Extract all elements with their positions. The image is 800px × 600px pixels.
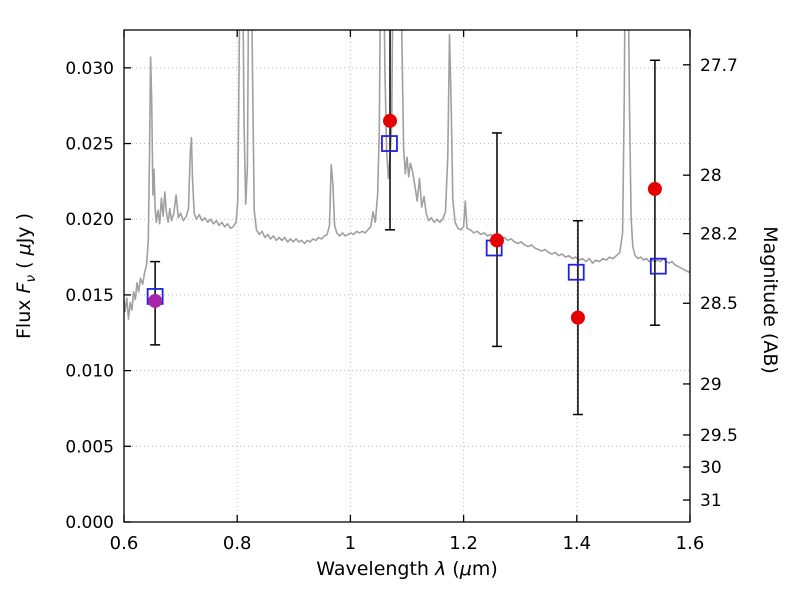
y-tick-label-left: 0.015 xyxy=(65,286,114,306)
y-tick-label-right: 28.2 xyxy=(700,225,738,245)
y-tick-label-left: 0.025 xyxy=(65,135,114,155)
axis-label-part: Flux xyxy=(13,293,36,340)
axis-label-part: F xyxy=(13,282,36,294)
x-tick-label: 1 xyxy=(345,533,356,554)
y-tick-label-right: 28 xyxy=(700,166,722,186)
model-photometry-marker xyxy=(381,135,398,152)
y-tick-label-left: 0.020 xyxy=(65,210,114,230)
plot-frame xyxy=(123,29,691,523)
y-tick-label-right: 31 xyxy=(700,491,722,511)
model-photometry-marker xyxy=(567,263,585,281)
y-tick-label-right: 28.5 xyxy=(700,294,738,314)
x-tick-label: 1.2 xyxy=(449,533,478,554)
y-tick-label-left: 0.005 xyxy=(65,437,114,457)
y-axis-label-right: Magnitude (AB) xyxy=(759,226,781,374)
y-tick-label-left: 0.000 xyxy=(65,513,114,533)
observed-photometry-marker xyxy=(489,233,504,248)
axis-label-part: ( xyxy=(446,558,460,580)
axis-label-part: ν xyxy=(22,274,39,283)
x-tick-label: 0.8 xyxy=(223,533,252,554)
axis-label-part: μ xyxy=(459,558,472,580)
x-axis-label: Wavelength λ (μm) xyxy=(124,558,690,580)
y-tick-label-right: 27.7 xyxy=(700,56,738,76)
axis-label-part: μ xyxy=(13,243,36,256)
axis-label-part: ( xyxy=(13,255,36,275)
y-tick-label-right: 29.5 xyxy=(700,426,738,446)
error-bars xyxy=(150,30,660,416)
y-tick-label-right: 30 xyxy=(700,458,722,478)
x-tick-label: 0.6 xyxy=(110,533,139,554)
y-tick-label-right: 29 xyxy=(700,375,722,395)
observed-photometry-marker xyxy=(647,181,662,196)
x-tick-label: 1.6 xyxy=(676,533,705,554)
x-tick-label: 1.4 xyxy=(562,533,591,554)
axis-label-part: Jy ) xyxy=(13,212,36,244)
y-tick-label-left: 0.010 xyxy=(65,362,114,382)
y-tick-label-left: 0.030 xyxy=(65,59,114,79)
axis-label-part: Wavelength xyxy=(316,558,436,580)
observed-photometry-marker xyxy=(570,310,585,325)
axis-label-part: λ xyxy=(435,558,447,580)
axis-label-part: m) xyxy=(471,558,498,580)
observed-photometry-marker xyxy=(148,293,163,308)
spectrum-line xyxy=(124,30,690,320)
y-axis-label-left: Flux Fν ( μJy ) xyxy=(13,213,39,339)
observed-photometry-marker xyxy=(383,113,398,128)
model-photometry-marker xyxy=(649,257,667,275)
